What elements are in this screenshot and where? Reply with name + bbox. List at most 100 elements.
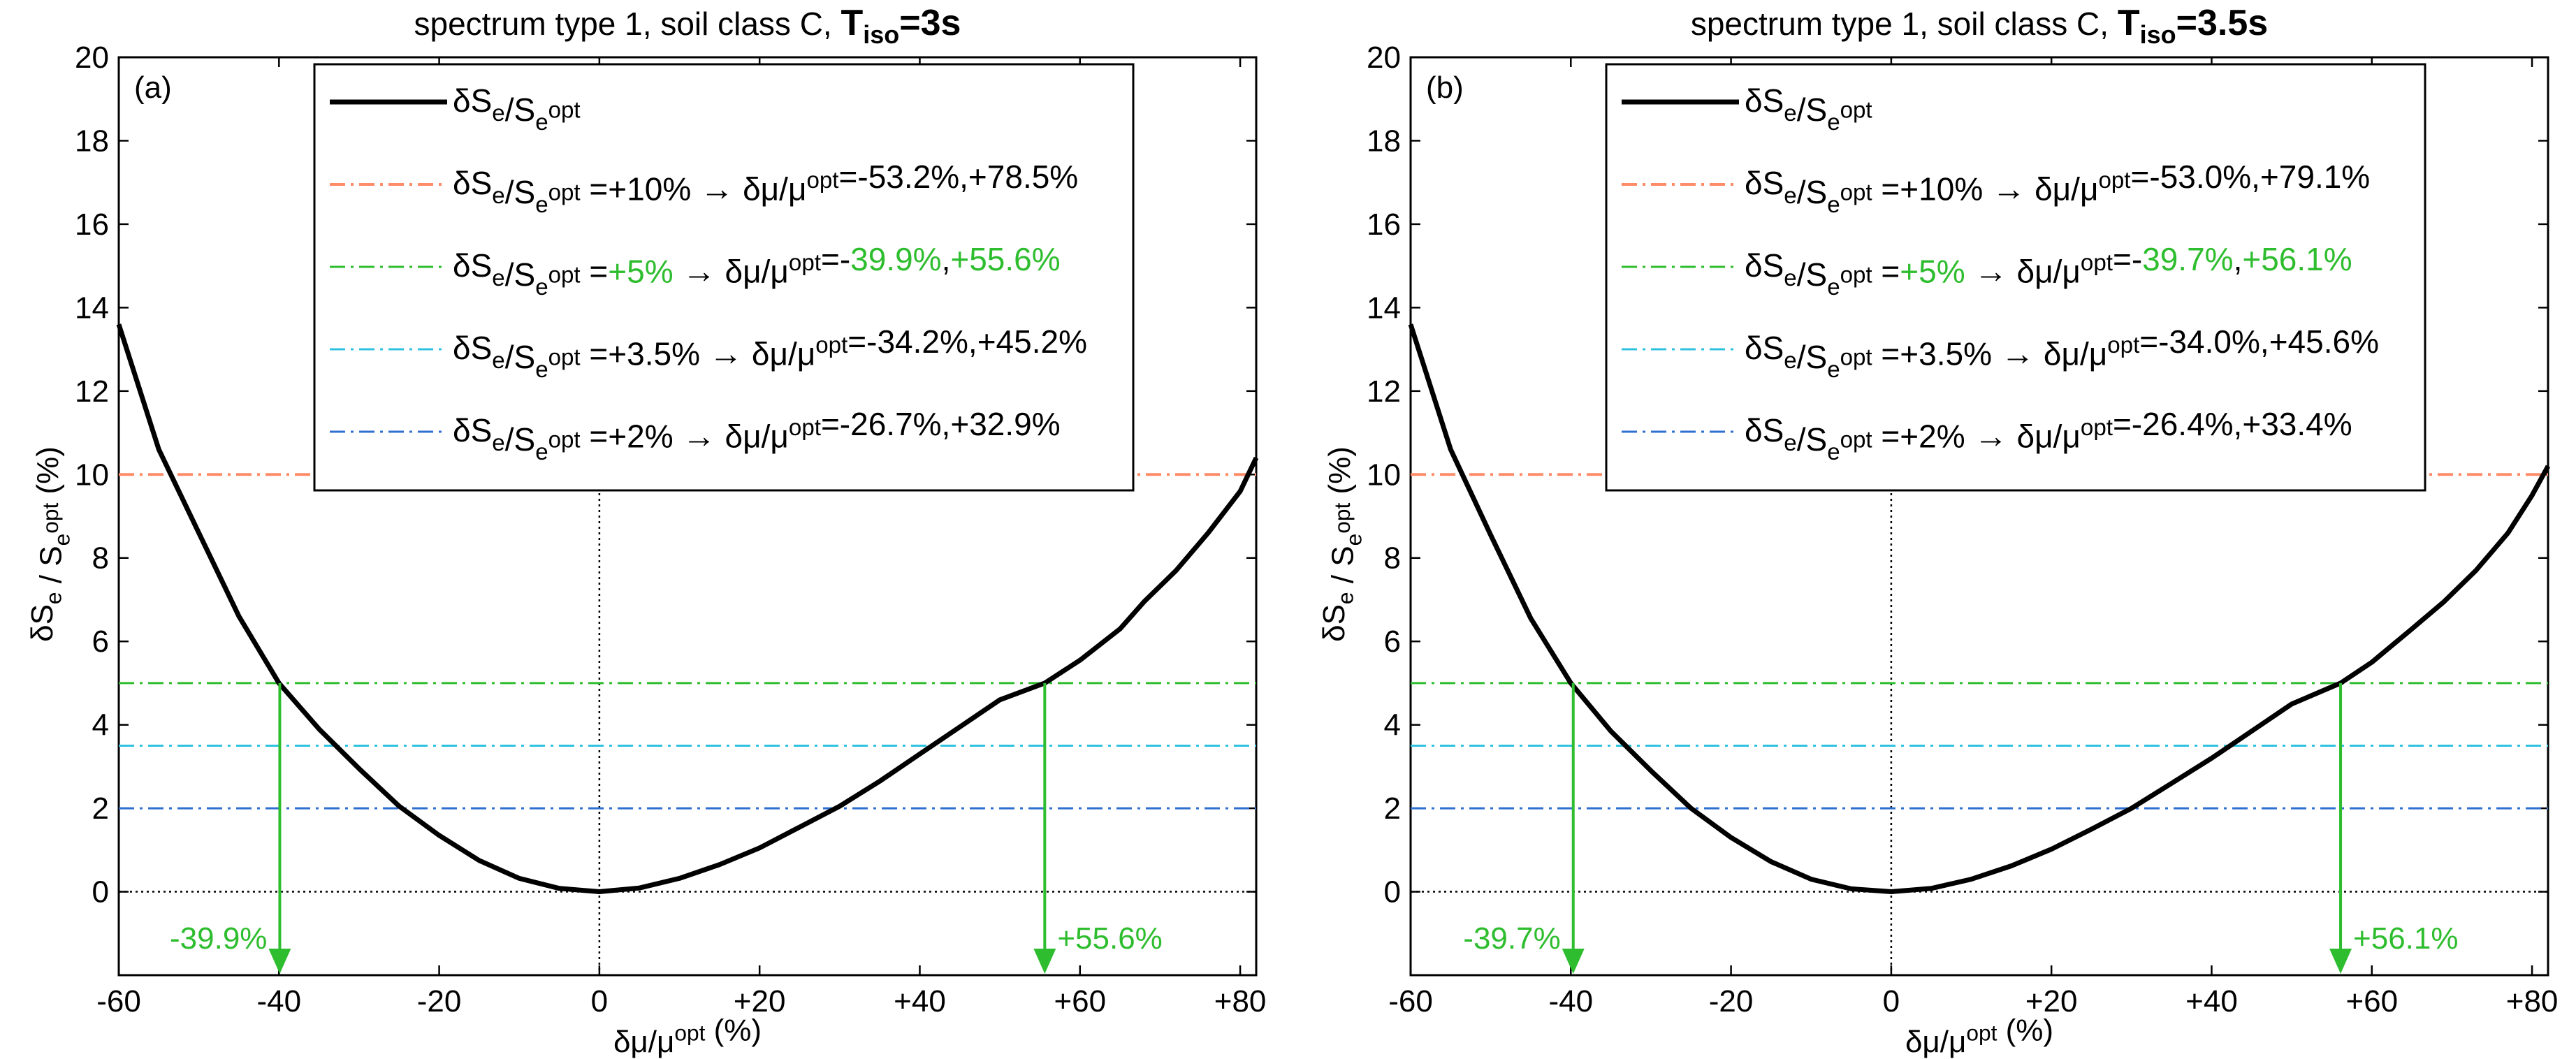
y-tick-label: 14: [1367, 291, 1401, 325]
title-subscript: iso: [863, 20, 899, 49]
text-run: +5%: [1900, 253, 1965, 289]
intersection-value-label: -39.7%: [1463, 921, 1560, 956]
text-run: /S: [1797, 174, 1827, 210]
text-run: →: [709, 335, 743, 372]
x-tick-label: 0: [1883, 984, 1900, 1018]
chart-title: spectrum type 1, soil class C, Tiso=3.5s: [1691, 3, 2268, 49]
y-tick-label: 12: [1367, 374, 1401, 409]
text-run: δS: [1745, 330, 1784, 366]
subscript: e: [535, 275, 548, 300]
text-run: =-: [2113, 241, 2142, 277]
x-tick-label: -20: [417, 984, 462, 1018]
superscript: opt: [1330, 503, 1355, 534]
text-run: δμ/μ: [2035, 335, 2107, 372]
text-run: (%): [705, 1013, 762, 1047]
legend-entry-2: δSe/Seopt =+2% → δμ/μopt=-26.4%,+33.4%: [1745, 406, 2352, 465]
superscript: opt: [815, 333, 847, 358]
subscript: e: [535, 439, 548, 465]
subscript: e: [535, 192, 548, 218]
text-run: →: [2001, 335, 2035, 372]
legend-frame: [1605, 63, 2426, 492]
intersection-arrowhead: [1562, 949, 1585, 974]
legend-entry-3-5: δSe/Seopt =+3.5% → δμ/μopt=-34.0%,+45.6%: [1745, 323, 2379, 383]
text-run: /S: [505, 339, 535, 375]
text-run: =-26.4%,+33.4%: [2113, 406, 2352, 442]
superscript: opt: [548, 97, 581, 123]
y-tick-label: 10: [1367, 458, 1401, 492]
text-run: [1965, 253, 1974, 289]
superscript: opt: [2081, 415, 2113, 441]
y-tick-label: 10: [75, 458, 109, 492]
text-run: [674, 253, 683, 289]
text-run: =+3.5%: [581, 335, 709, 372]
text-run: →: [700, 170, 734, 207]
text-run: /S: [1797, 421, 1827, 458]
text-run: δS: [1745, 82, 1784, 119]
subscript: e: [492, 265, 504, 291]
text-run: +56.1%: [2242, 241, 2352, 277]
intersection-arrowhead: [2329, 949, 2352, 974]
text-run: 39.7%: [2142, 241, 2233, 277]
text-run: =: [1872, 253, 1900, 289]
text-run: δμ/μ: [2008, 418, 2081, 454]
legend-entry-5: δSe/Seopt =+5% → δμ/μopt=-39.7%,+56.1%: [1745, 241, 2352, 300]
subscript: e: [1341, 534, 1367, 546]
text-run: /S: [505, 421, 535, 458]
subscript: e: [1827, 192, 1840, 218]
y-tick-label: 2: [92, 791, 109, 826]
text-run: +5%: [608, 253, 673, 289]
superscript: opt: [2107, 333, 2139, 358]
chart-title: spectrum type 1, soil class C, Tiso=3s: [414, 3, 961, 49]
y-tick-label: 20: [75, 41, 109, 75]
x-tick-label: +80: [1214, 984, 1267, 1018]
x-tick-label: +80: [2506, 984, 2559, 1018]
text-run: (%): [31, 446, 65, 503]
text-run: / S: [34, 546, 68, 592]
subscript: e: [535, 110, 548, 136]
text-run: δS: [1745, 247, 1784, 284]
text-run: δS: [1317, 604, 1351, 642]
y-tick-label: 4: [1384, 708, 1401, 743]
subscript: e: [1827, 110, 1840, 136]
text-run: /S: [1797, 92, 1827, 128]
y-axis-label: δSe / Seopt (%): [1317, 446, 1367, 642]
subscript: e: [492, 348, 504, 374]
title-bold-tail: =3s: [899, 3, 961, 43]
legend-entry-10: δSe/Seopt =+10% → δμ/μopt=-53.0%,+79.1%: [1745, 159, 2370, 218]
superscript: opt: [2081, 250, 2113, 276]
superscript: opt: [38, 503, 63, 534]
x-axis-label: δμ/μopt (%): [613, 1013, 762, 1059]
text-run: δS: [453, 247, 492, 284]
superscript: opt: [548, 262, 581, 288]
text-run: →: [1992, 170, 2025, 207]
intersection-arrowhead: [1033, 949, 1056, 974]
title-prefix: spectrum type 1, soil class C,: [1691, 6, 2118, 42]
chart-panel-b: spectrum type 1, soil class C, Tiso=3.5s…: [1317, 3, 2558, 1059]
text-run: δμ/μ: [2008, 253, 2081, 289]
legend-entry-10: δSe/Seopt =+10% → δμ/μopt=-53.2%,+78.5%: [453, 159, 1078, 218]
subscript: e: [492, 183, 504, 209]
subscript: e: [41, 592, 66, 604]
x-tick-label: 0: [591, 984, 608, 1018]
subscript: e: [1784, 265, 1796, 291]
y-tick-label: 2: [1384, 791, 1401, 826]
superscript: opt: [789, 415, 821, 441]
text-run: ,: [942, 241, 951, 277]
curve-line: [1408, 323, 2551, 894]
plot-frame: [1409, 56, 2549, 977]
legend-entry-curve: δSe/Seopt: [1745, 82, 1872, 136]
y-tick-label: 4: [92, 708, 109, 743]
text-run: / S: [1325, 546, 1360, 592]
legend-entry-curve: δSe/Seopt: [453, 82, 581, 136]
superscript: opt: [806, 168, 838, 193]
intersection-arrowhead: [268, 949, 291, 974]
text-run: δS: [25, 604, 59, 642]
y-tick-label: 14: [75, 291, 109, 325]
text-run: ,: [2234, 241, 2243, 277]
intersection-value-label: +55.6%: [1057, 921, 1162, 956]
subscript: e: [1784, 348, 1796, 374]
legend-entry-5: δSe/Seopt =+5% → δμ/μopt=-39.9%,+55.6%: [453, 241, 1061, 300]
subscript: e: [1827, 357, 1840, 383]
